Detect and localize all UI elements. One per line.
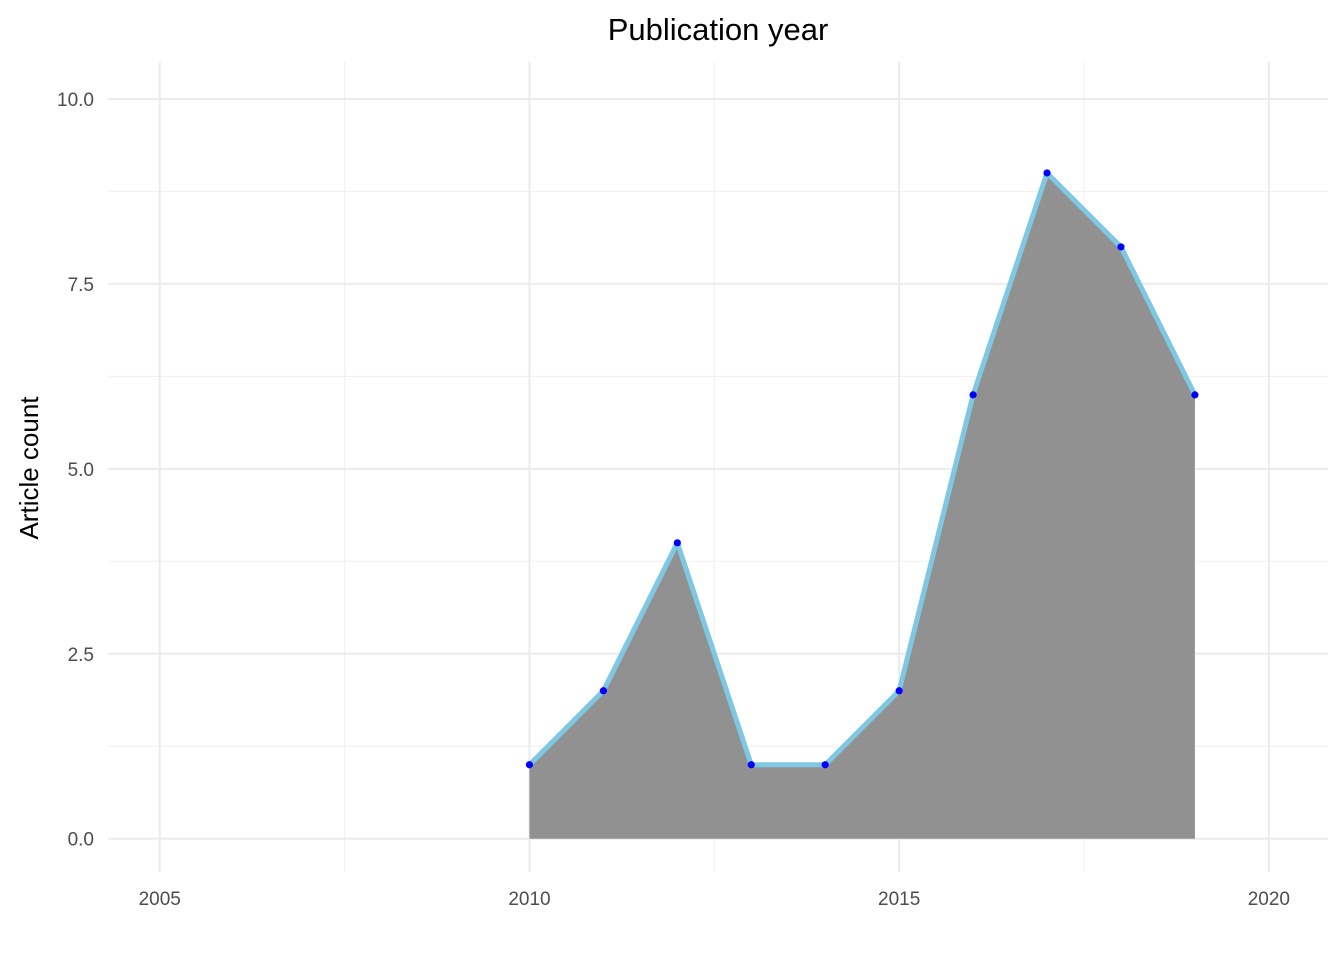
y-axis-label: Article count [14,396,44,540]
chart-title: Publication year [608,12,829,47]
y-tick-label: 7.5 [68,275,94,296]
data-point [525,761,534,769]
point-layer [525,169,1199,769]
line-layer [527,170,1198,768]
x-tick-label: 2020 [1248,889,1290,910]
data-point [599,687,607,695]
y-tick-label: 0.0 [68,830,94,851]
x-tick-label: 2015 [878,889,920,910]
tick-labels: 2005 2010 2015 2020 0.0 2.5 5.0 7.5 10.0 [57,90,1290,910]
x-tick-label: 2010 [508,889,550,910]
data-point [895,687,903,695]
data-point [747,761,755,769]
data-point [1117,243,1125,251]
data-point [821,761,829,769]
y-tick-label: 5.0 [68,460,94,481]
y-tick-label: 2.5 [68,645,94,666]
area-layer [529,172,1195,839]
data-point [1043,169,1051,177]
data-point [1191,391,1199,399]
y-tick-label: 10.0 [57,90,94,111]
data-point [673,539,681,547]
data-point [969,391,977,399]
x-tick-label: 2005 [139,889,181,910]
area-fill [529,172,1195,839]
series-line [527,170,1198,768]
